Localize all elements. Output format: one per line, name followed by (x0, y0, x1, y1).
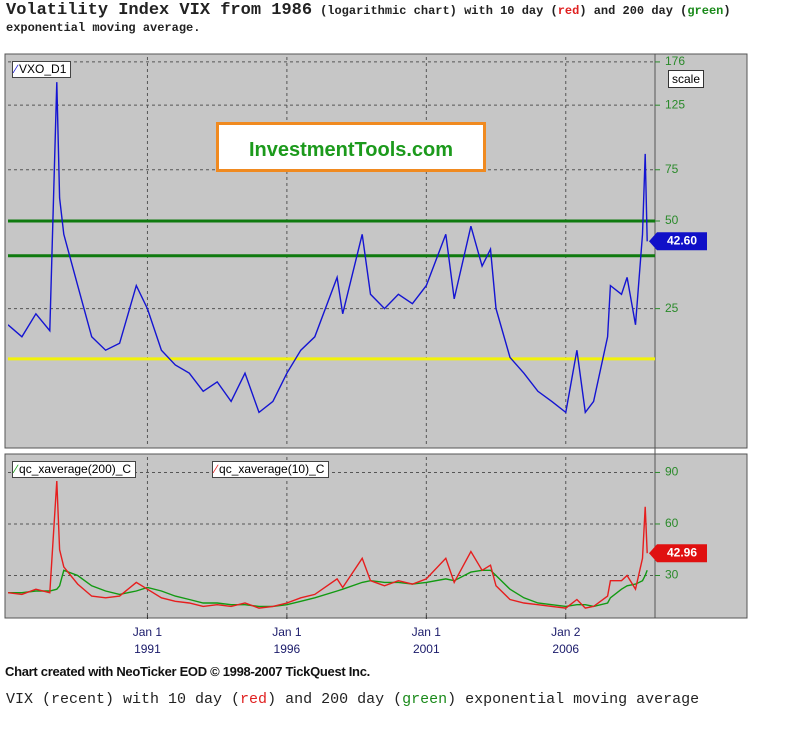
y-tick-label: 125 (665, 97, 685, 111)
caption-text: VIX (recent) with 10 day ( (6, 691, 241, 708)
subtitle: ) and 200 day ( (579, 4, 688, 18)
value-label: 42.96 (667, 545, 697, 559)
subtitle: (logarithmic chart) with 10 day ( (320, 4, 558, 18)
legend-entry: ∕ qc_xaverage(200)_C (12, 461, 137, 478)
subtitle: green (687, 4, 724, 18)
scale-button[interactable]: scale (668, 70, 705, 88)
caption-text: green (402, 691, 448, 708)
panel (4, 53, 748, 449)
y-tick-label: 75 (665, 162, 679, 176)
header: Volatility Index VIX from 1986 (logarithm… (6, 2, 786, 37)
plot (8, 480, 648, 609)
x-tick-label: Jan 1 1996 (272, 625, 302, 656)
y-tick-label: 50 (665, 213, 679, 227)
y-tick-label: 90 (665, 465, 679, 479)
watermark: InvestmentTools.com (216, 122, 486, 172)
legend-entry: ∕ VXO_D1 (12, 61, 72, 78)
caption-text: ) and 200 day ( (267, 691, 403, 708)
value-marker (649, 232, 707, 251)
y-tick-label: 176 (665, 54, 685, 68)
title: Volatility Index VIX from 1986 (6, 1, 313, 20)
legend-icon: ∕ (15, 462, 18, 476)
legend-entry: ∕ qc_xaverage(10)_C (212, 461, 330, 478)
y-tick-label: 30 (665, 568, 679, 582)
legend-icon: ∕ (15, 62, 18, 76)
footer: Chart created with NeoTicker EOD © 1998-… (5, 664, 370, 679)
caption: VIX (recent) with 10 day (red) and 200 d… (6, 688, 776, 712)
plot (8, 82, 648, 415)
x-tick-label: Jan 2 2006 (551, 625, 581, 656)
series-line (8, 480, 648, 609)
value-label: 42.60 (667, 233, 697, 247)
subtitle: red (557, 4, 580, 18)
x-tick-label: Jan 1 2001 (411, 625, 441, 656)
x-tick-label: Jan 1 1991 (132, 625, 163, 656)
y-tick-label: 60 (665, 516, 679, 530)
series-line (8, 82, 648, 415)
y-tick-label: 25 (665, 301, 679, 315)
series-line (8, 569, 648, 608)
caption-text: red (240, 691, 268, 708)
legend-icon: ∕ (215, 462, 218, 476)
panel (4, 453, 748, 619)
subtitle: ) exponential moving average. (6, 4, 731, 35)
caption-text: ) exponential moving average (447, 691, 700, 708)
value-marker (649, 544, 707, 563)
